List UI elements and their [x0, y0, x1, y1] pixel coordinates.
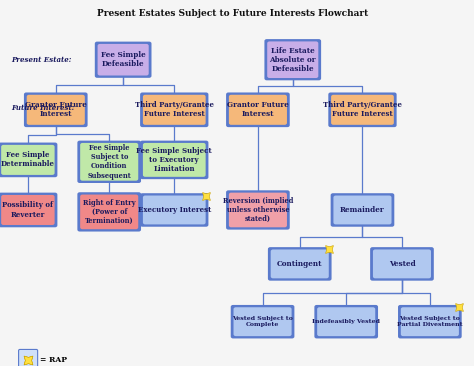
Text: Vested Subject to
Partial Divestment: Vested Subject to Partial Divestment — [397, 316, 463, 327]
Text: Fee Simple Subject
to Executory
Limitation: Fee Simple Subject to Executory Limitati… — [137, 147, 212, 173]
Text: Fee Simple
Subject to
Condition
Subsequent: Fee Simple Subject to Condition Subseque… — [87, 144, 131, 180]
FancyBboxPatch shape — [231, 305, 294, 339]
Text: Life Estate
Absolute or
Defeasible: Life Estate Absolute or Defeasible — [269, 46, 316, 73]
FancyBboxPatch shape — [229, 95, 287, 125]
FancyBboxPatch shape — [328, 93, 397, 127]
Text: Contingent: Contingent — [277, 260, 322, 268]
FancyBboxPatch shape — [1, 145, 55, 175]
FancyBboxPatch shape — [98, 44, 149, 75]
Text: Executory Interest: Executory Interest — [137, 206, 211, 214]
FancyBboxPatch shape — [143, 95, 206, 125]
FancyBboxPatch shape — [143, 143, 206, 177]
Text: = RAP: = RAP — [39, 356, 67, 364]
FancyBboxPatch shape — [1, 195, 55, 225]
FancyBboxPatch shape — [0, 142, 57, 177]
FancyBboxPatch shape — [226, 190, 290, 229]
FancyBboxPatch shape — [271, 250, 329, 279]
FancyBboxPatch shape — [370, 247, 434, 281]
FancyBboxPatch shape — [24, 93, 88, 127]
Text: Vested: Vested — [389, 260, 415, 268]
FancyBboxPatch shape — [140, 141, 209, 179]
Text: Grantor Future
Interest: Grantor Future Interest — [25, 101, 87, 118]
Text: Reversion (implied
unless otherwise
stated): Reversion (implied unless otherwise stat… — [223, 197, 293, 223]
FancyBboxPatch shape — [140, 93, 209, 127]
FancyBboxPatch shape — [143, 195, 206, 224]
Text: Fee Simple
Determinable: Fee Simple Determinable — [1, 151, 55, 168]
FancyBboxPatch shape — [80, 195, 138, 229]
Text: Fee Simple
Defeasible: Fee Simple Defeasible — [101, 51, 146, 68]
FancyBboxPatch shape — [80, 143, 138, 181]
Text: Right of Entry
(Power of
Termination): Right of Entry (Power of Termination) — [83, 199, 136, 225]
FancyBboxPatch shape — [401, 307, 459, 336]
FancyBboxPatch shape — [234, 307, 292, 336]
FancyBboxPatch shape — [267, 41, 319, 78]
FancyBboxPatch shape — [27, 95, 85, 125]
FancyBboxPatch shape — [95, 42, 152, 78]
Text: Vested Subject to
Complete: Vested Subject to Complete — [232, 316, 293, 327]
FancyBboxPatch shape — [77, 192, 141, 232]
FancyBboxPatch shape — [18, 350, 37, 366]
FancyBboxPatch shape — [140, 193, 209, 227]
FancyBboxPatch shape — [264, 39, 321, 80]
FancyBboxPatch shape — [331, 193, 394, 227]
Text: Present Estate:: Present Estate: — [12, 56, 72, 64]
Text: Remainder: Remainder — [340, 206, 385, 214]
FancyBboxPatch shape — [398, 305, 462, 339]
FancyBboxPatch shape — [317, 307, 375, 336]
FancyBboxPatch shape — [268, 247, 332, 281]
Text: Future Interest:: Future Interest: — [12, 104, 75, 112]
FancyBboxPatch shape — [373, 250, 431, 279]
FancyBboxPatch shape — [229, 193, 287, 227]
Text: Possibility of
Reverter: Possibility of Reverter — [2, 201, 54, 219]
Text: Grantor Future
Interest: Grantor Future Interest — [227, 101, 289, 118]
Text: Third Party/Grantee
Future Interest: Third Party/Grantee Future Interest — [135, 101, 214, 118]
FancyBboxPatch shape — [331, 95, 394, 125]
FancyBboxPatch shape — [333, 195, 392, 224]
Text: Indefeasibly Vested: Indefeasibly Vested — [312, 319, 380, 324]
Text: Present Estates Subject to Future Interests Flowchart: Present Estates Subject to Future Intere… — [97, 9, 368, 18]
FancyBboxPatch shape — [0, 193, 57, 227]
FancyBboxPatch shape — [77, 141, 141, 183]
FancyBboxPatch shape — [226, 93, 290, 127]
FancyBboxPatch shape — [314, 305, 378, 339]
Text: Third Party/Grantee
Future Interest: Third Party/Grantee Future Interest — [323, 101, 402, 118]
